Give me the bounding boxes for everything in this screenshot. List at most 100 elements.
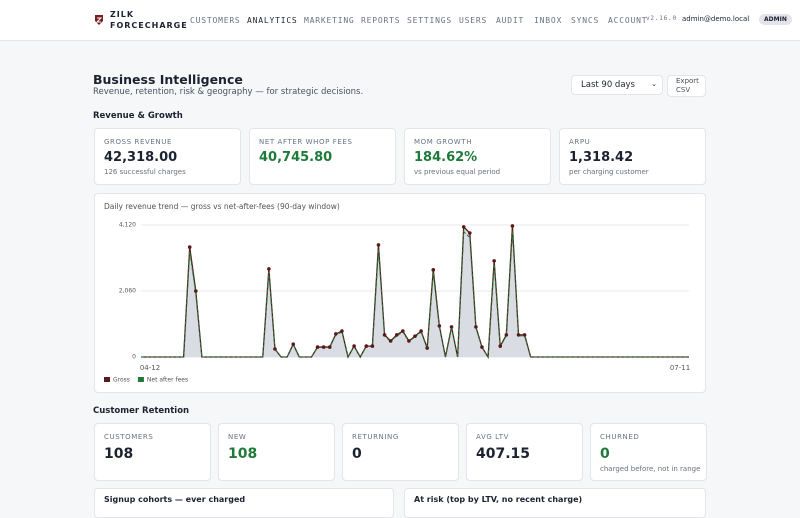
nav-item[interactable]: USERS — [459, 16, 488, 25]
nav-item[interactable]: ACCOUNT — [608, 16, 648, 25]
stat-note: per charging customer — [569, 168, 649, 176]
version: v2.16.0 — [646, 15, 677, 22]
stat-card: GROSS REVENUE 42,318.00 126 successful cha… — [94, 128, 241, 185]
point — [461, 225, 466, 229]
chart-title: Daily revenue trend — gross vs net-after… — [104, 202, 340, 211]
stat-card: CUSTOMERS 108 — [94, 423, 211, 481]
stat-value: 184.62% — [414, 150, 478, 165]
point — [437, 324, 442, 328]
nav-item[interactable]: INBOX — [534, 16, 563, 25]
stat-value: 42,318.00 — [104, 150, 178, 165]
stat-note: charged before, not in range — [600, 465, 701, 473]
x-tick-label: 07-11 — [670, 364, 690, 372]
point — [321, 345, 326, 349]
stat-label: ARPU — [569, 138, 591, 146]
point — [425, 346, 429, 350]
stat-label: NET AFTER WHOP FEES — [259, 138, 353, 146]
brand: ZILK FORCECHARGE — [110, 9, 188, 31]
legend-swatch — [104, 377, 110, 382]
section-title: Revenue & Growth — [93, 111, 183, 121]
point — [431, 268, 436, 272]
stat-card: NEW 108 — [218, 423, 335, 481]
logo — [95, 15, 103, 25]
y-tick-label: 0 — [132, 354, 136, 361]
page-subtitle: Revenue, retention, risk & geography — f… — [93, 87, 364, 97]
nav-item[interactable]: ANALYTICS — [247, 16, 298, 25]
point — [516, 333, 521, 337]
nav-item[interactable]: SETTINGS — [407, 16, 452, 25]
point — [498, 344, 503, 348]
nav-item[interactable]: CUSTOMERS — [190, 16, 241, 25]
point — [394, 333, 399, 337]
point — [370, 344, 375, 348]
y-tick-label: 2,060 — [119, 288, 136, 295]
legend-label: Gross — [113, 377, 130, 384]
point — [510, 224, 515, 228]
stat-label: RETURNING — [352, 433, 399, 441]
x-tick-label: 04-12 — [140, 364, 160, 372]
point — [194, 289, 198, 293]
user-email: admin@demo.local — [682, 15, 750, 23]
point — [267, 267, 271, 271]
stat-note: vs previous equal period — [414, 168, 501, 176]
point — [468, 231, 472, 235]
nav-item[interactable]: REPORTS — [361, 16, 401, 25]
point — [364, 344, 369, 348]
point — [187, 245, 192, 249]
point — [522, 333, 527, 337]
point — [334, 332, 338, 336]
nav-item[interactable]: AUDIT — [496, 16, 525, 25]
point — [401, 329, 405, 333]
point — [352, 344, 356, 348]
panel: At risk (top by LTV, no recent charge) — [404, 488, 706, 518]
nav-item[interactable]: MARKETING — [304, 16, 355, 25]
range-select[interactable]: Last 90 days ⌄ — [571, 75, 663, 95]
point — [273, 347, 277, 351]
legend-label: Net after fees — [147, 377, 188, 384]
stat-note: 126 successful charges — [104, 168, 186, 176]
stat-card: MOM GROWTH 184.62% vs previous equal perio… — [404, 128, 551, 185]
stat-value: 108 — [104, 446, 134, 462]
point — [315, 345, 320, 349]
stat-label: NEW — [228, 433, 247, 441]
range-value: Last 90 days — [581, 80, 635, 90]
line — [141, 230, 689, 359]
section-title: Customer Retention — [93, 406, 190, 416]
stat-card: RETURNING 0 — [342, 423, 459, 481]
brand-line: FORCECHARGE — [110, 21, 188, 30]
brand-line: ZILK — [110, 10, 135, 19]
nav-item[interactable]: SYNCS — [571, 16, 600, 25]
point — [340, 329, 344, 333]
point — [492, 259, 496, 263]
point — [449, 325, 454, 329]
point — [327, 345, 332, 349]
stat-value: 1,318.42 — [569, 150, 634, 165]
legend-swatch — [137, 377, 144, 382]
export-button[interactable]: Export CSV — [667, 75, 706, 97]
stat-label: CUSTOMERS — [104, 433, 154, 441]
nav-bar: ZILK FORCECHARGE CUSTOMERS ANALYTICS MARKET… — [0, 0, 800, 41]
point — [413, 334, 417, 338]
stat-card: ARPU 1,318.42 per charging customer — [559, 128, 706, 185]
stat-card: AVG LTV 407.15 — [466, 423, 583, 481]
stat-value: 0 — [352, 446, 362, 462]
caret: ⌄ — [651, 80, 657, 88]
stat-value: 0 — [600, 446, 610, 462]
point — [504, 333, 509, 337]
point — [388, 339, 393, 343]
stat-card: NET AFTER WHOP FEES 40,745.80 — [249, 128, 396, 185]
area — [141, 225, 689, 357]
stat-value: 108 — [228, 446, 258, 462]
role-badge: ADMIN — [759, 14, 792, 25]
point — [376, 243, 381, 247]
point — [480, 345, 484, 349]
stat-value: 40,745.80 — [259, 150, 333, 165]
point — [291, 342, 296, 346]
point — [419, 329, 423, 333]
point — [474, 325, 478, 329]
stat-label: GROSS REVENUE — [104, 138, 172, 146]
point — [382, 333, 387, 337]
stat-card: CHURNED 0 charged before, not in range — [590, 423, 707, 481]
stat-label: CHURNED — [600, 433, 640, 441]
